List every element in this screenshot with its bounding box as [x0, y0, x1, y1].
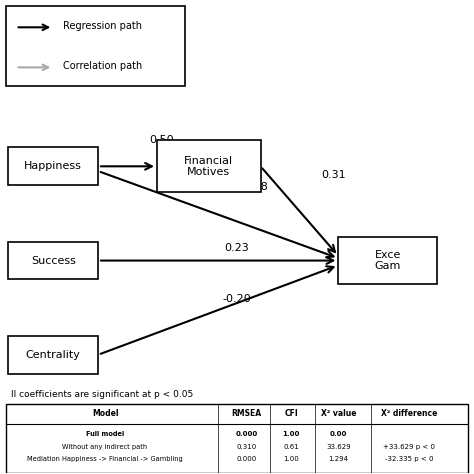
Text: 0.31: 0.31 [321, 170, 346, 180]
Text: -32.335 p < 0: -32.335 p < 0 [385, 456, 433, 462]
Text: Without any indirect path: Without any indirect path [63, 444, 147, 450]
Text: -0.20: -0.20 [223, 294, 251, 304]
Text: 1.00: 1.00 [283, 456, 299, 462]
Text: 0.50: 0.50 [149, 135, 174, 145]
Text: 0.23: 0.23 [225, 243, 249, 253]
FancyBboxPatch shape [157, 140, 261, 192]
Text: CFI: CFI [284, 409, 298, 418]
Text: Mediation Happiness -> Financial -> Gambling: Mediation Happiness -> Financial -> Gamb… [27, 456, 183, 462]
Text: Model: Model [92, 409, 118, 418]
Text: Happiness: Happiness [24, 161, 82, 171]
Text: ll coefficients are significant at p < 0.05: ll coefficients are significant at p < 0… [11, 390, 193, 399]
FancyBboxPatch shape [9, 242, 98, 279]
Text: Correlation path: Correlation path [63, 62, 142, 72]
Text: +33.629 p < 0: +33.629 p < 0 [383, 444, 435, 450]
FancyBboxPatch shape [338, 237, 438, 284]
Text: Centrality: Centrality [26, 350, 81, 360]
FancyBboxPatch shape [9, 147, 98, 185]
Text: Success: Success [31, 255, 76, 265]
Bar [6, 404, 468, 473]
Text: 0.000: 0.000 [237, 456, 256, 462]
Text: 0.28: 0.28 [244, 182, 268, 192]
Text: 1.294: 1.294 [328, 456, 348, 462]
FancyBboxPatch shape [9, 336, 98, 374]
FancyBboxPatch shape [6, 6, 185, 86]
Text: X² difference: X² difference [381, 409, 437, 418]
Text: 0.000: 0.000 [235, 431, 257, 438]
Text: 0.61: 0.61 [283, 444, 299, 450]
Text: Full model: Full model [86, 431, 124, 438]
Text: Financial
Motives: Financial Motives [184, 155, 233, 177]
Text: RMSEA: RMSEA [231, 409, 262, 418]
Text: 0.00: 0.00 [329, 431, 347, 438]
Text: Regression path: Regression path [63, 21, 142, 31]
Text: 0.310: 0.310 [237, 444, 256, 450]
Text: Exce
Gam: Exce Gam [374, 250, 401, 271]
Text: X² value: X² value [320, 409, 356, 418]
Text: 33.629: 33.629 [326, 444, 351, 450]
Text: 1.00: 1.00 [283, 431, 300, 438]
